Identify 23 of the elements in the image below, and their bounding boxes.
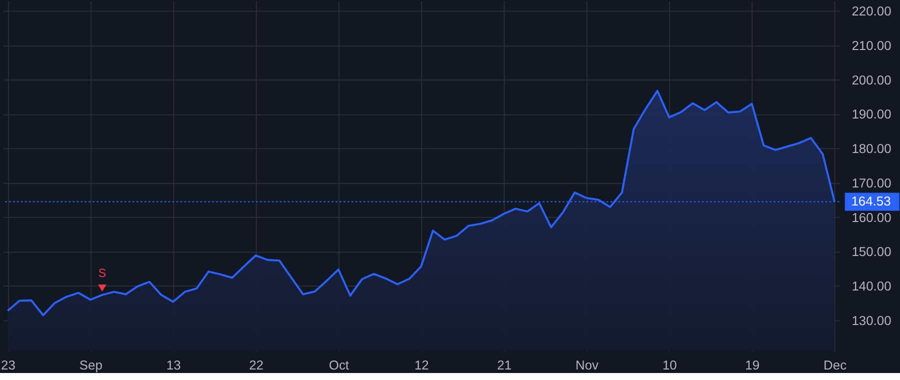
x-tick-label: 13 (166, 358, 181, 373)
x-tick-label: 12 (414, 358, 429, 373)
y-tick-label: 140.00 (852, 278, 892, 294)
y-tick-label: 160.00 (852, 210, 892, 225)
y-tick-label: 200.00 (852, 72, 892, 88)
x-tick-label: 19 (745, 358, 760, 373)
x-tick-label: 23 (1, 358, 16, 373)
y-tick-label: 180.00 (852, 141, 892, 156)
x-tick-label: 22 (249, 358, 264, 373)
y-tick-label: 170.00 (852, 175, 892, 190)
x-tick-label: 21 (497, 358, 512, 373)
y-tick-label: 220.00 (852, 4, 892, 19)
x-tick-label: Nov (575, 358, 600, 373)
ref-line-label: 164.53 (851, 194, 891, 209)
series-label: S (98, 266, 106, 280)
y-tick-label: 130.00 (852, 312, 892, 328)
y-tick-label: 210.00 (852, 38, 892, 53)
y-tick-label: 150.00 (852, 244, 892, 260)
x-tick-label: Oct (328, 358, 350, 373)
x-tick-label: Sep (79, 358, 102, 373)
y-tick-label: 190.00 (852, 106, 892, 122)
x-tick-label: Dec (824, 358, 848, 373)
x-tick-label: 10 (662, 358, 677, 373)
